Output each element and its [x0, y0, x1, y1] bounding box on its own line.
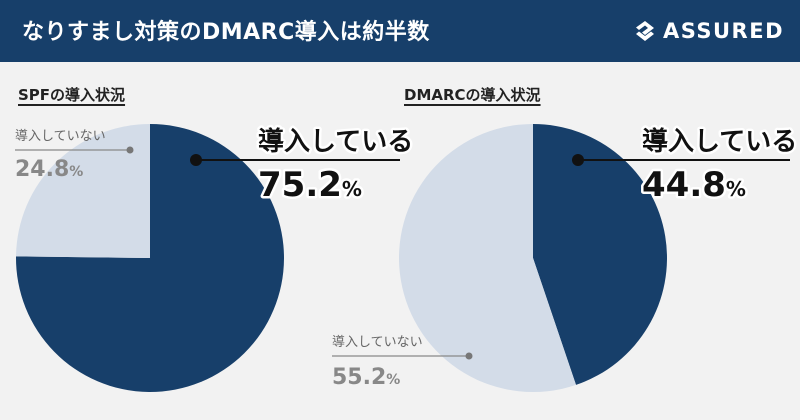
slice-value-adopted-0: 75.2%	[258, 165, 362, 205]
slice-label-not-adopted-0: 導入していない	[15, 129, 106, 144]
pie-slice-0-1	[16, 124, 151, 258]
slice-value-adopted-1: 44.8%	[642, 165, 746, 205]
pie-slice-1-1	[399, 124, 577, 393]
pie-slice-1-0	[533, 124, 667, 385]
header-bar: なりすまし対策のDMARC導入は約半数 ASSURED	[0, 0, 800, 62]
leader-dot-not-adopted-1	[465, 352, 473, 360]
page-title: なりすまし対策のDMARC導入は約半数	[22, 20, 430, 45]
brand-logo: ASSURED	[634, 17, 784, 45]
slice-value-not-adopted-1: 55.2%	[332, 365, 400, 390]
slice-label-adopted-1: 導入している	[642, 126, 797, 157]
brand-name: ASSURED	[662, 19, 784, 43]
leader-dot-not-adopted-0	[126, 146, 134, 154]
spf-chart-title: SPFの導入状況	[18, 86, 126, 104]
slice-label-not-adopted-1: 導入していない	[332, 335, 423, 350]
slice-value-not-adopted-0: 24.8%	[15, 157, 83, 182]
brand-mark-icon	[635, 21, 654, 41]
leader-dot-adopted-0	[190, 154, 202, 166]
dmarc-chart-title: DMARCの導入状況	[404, 86, 541, 104]
slice-label-adopted-0: 導入している	[258, 126, 413, 157]
leader-dot-adopted-1	[572, 154, 584, 166]
